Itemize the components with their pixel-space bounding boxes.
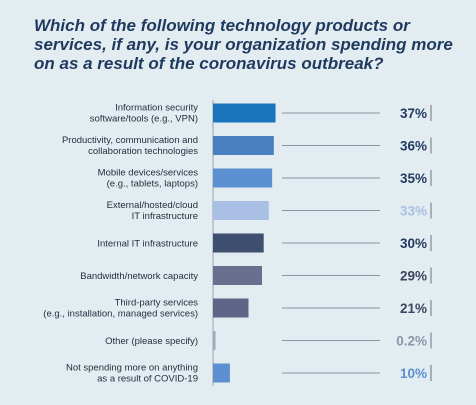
category-label: Not spending more on anything as a result…: [66, 363, 198, 385]
value-label: 35%: [400, 171, 427, 186]
bar: [213, 168, 273, 188]
bar: [213, 136, 274, 155]
value-label: 37%: [400, 106, 427, 121]
bar: [213, 331, 216, 350]
value-label: 29%: [400, 269, 427, 284]
value-label: 33%: [400, 204, 427, 219]
category-label: Internal IT infrastructure: [97, 239, 198, 250]
category-label: Productivity, communication and collabora…: [62, 135, 198, 157]
category-label: Bandwidth/network capacity: [80, 271, 198, 282]
bar: [213, 266, 263, 285]
category-label: Third-party services (e.g., installation,…: [43, 298, 198, 320]
category-label: Mobile devices/services (e.g., tablets, l…: [98, 168, 199, 190]
bar: [213, 363, 230, 383]
value-label: 30%: [400, 236, 427, 251]
category-label: Other (please specify): [105, 336, 198, 347]
value-label: 10%: [400, 366, 427, 381]
value-label: 21%: [400, 301, 427, 316]
value-label: 0.2%: [396, 334, 427, 349]
bar: [213, 201, 269, 220]
category-label: Information security software/tools (e.g.…: [90, 103, 198, 125]
category-label: External/hosted/cloud IT infrastructure: [107, 200, 198, 222]
bar: [213, 233, 264, 253]
bar: [213, 298, 249, 318]
value-label: 36%: [400, 139, 427, 154]
chart-title: Which of the following technology produc…: [34, 16, 453, 73]
bar: [213, 103, 276, 123]
